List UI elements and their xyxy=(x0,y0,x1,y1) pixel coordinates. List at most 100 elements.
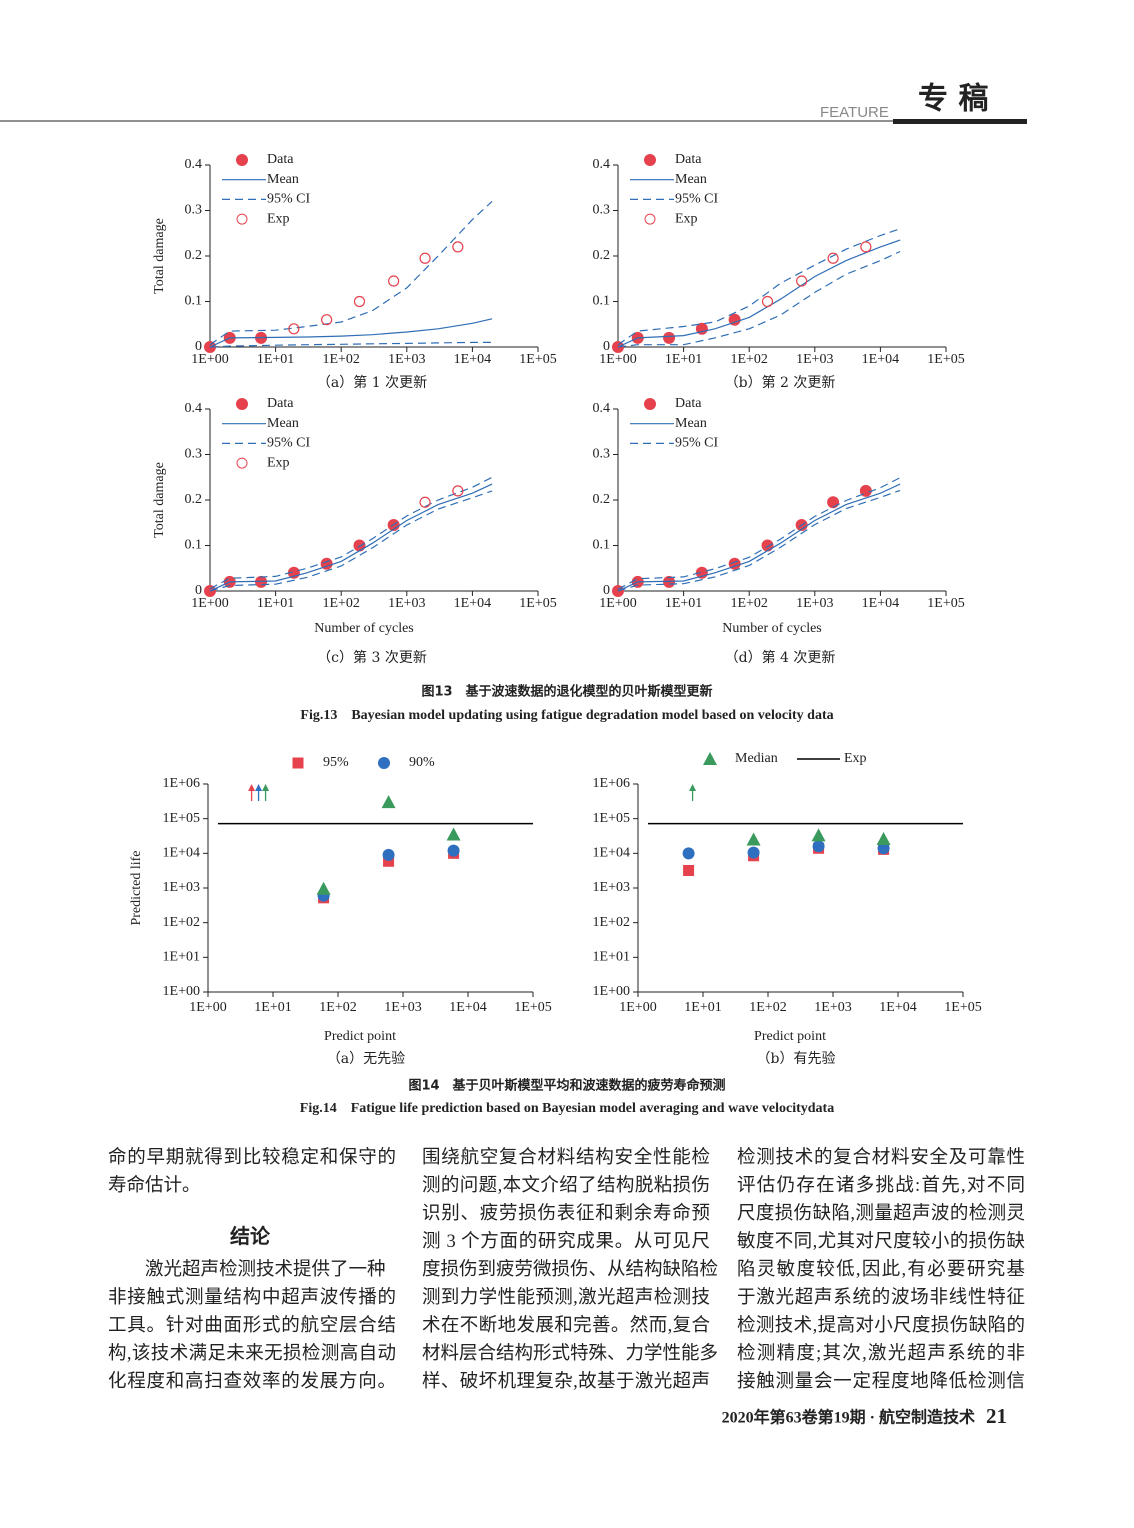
exp-point xyxy=(419,252,431,264)
x-tick-label: 1E+01 xyxy=(665,596,702,611)
x-tick-label: 1E+03 xyxy=(796,596,833,611)
legend-label: 95% xyxy=(323,755,349,770)
x-tick-label: 1E+03 xyxy=(384,1000,421,1015)
legend-marker xyxy=(644,213,656,225)
caption-cn: 图13 基于波速数据的退化模型的贝叶斯模型更新 xyxy=(421,684,712,700)
x-tick-label: 1E+01 xyxy=(665,352,702,367)
ci-line xyxy=(209,341,493,348)
legend-label: Data xyxy=(267,396,294,411)
y-tick-label: 1E+02 xyxy=(593,915,630,930)
y-tick-label: 1E+04 xyxy=(593,846,630,861)
y-tick-label: 1E+00 xyxy=(163,984,200,999)
x-axis-label: Number of cycles xyxy=(722,621,822,636)
x-tick-label: 1E+00 xyxy=(191,352,228,367)
text-line: 检测技术的复合材料安全及可靠性 xyxy=(737,1148,1025,1168)
y-tick-label: 1E+01 xyxy=(593,950,630,965)
footer-issue: 2020年第63卷第19期 · 航空制造技术 xyxy=(722,1408,975,1427)
arrow-marker xyxy=(262,784,270,802)
x-tick-label: 1E+04 xyxy=(449,1000,486,1015)
y-tick-label: 0.1 xyxy=(185,538,203,553)
y-tick-label: 0 xyxy=(603,583,610,598)
arrow-marker xyxy=(689,784,697,802)
x-tick-label: 1E+00 xyxy=(619,1000,656,1015)
y-tick-label: 0.1 xyxy=(185,294,203,309)
exp-point xyxy=(796,275,808,287)
mean-line xyxy=(209,483,493,592)
text-line: 接触测量会一定程度地降低检测信 xyxy=(737,1372,1025,1392)
y-tick-label: 0.4 xyxy=(593,157,611,172)
subtitle: （a）无先验 xyxy=(327,1051,405,1067)
exp-point xyxy=(353,295,366,308)
y-axis-label: Total damage xyxy=(152,218,167,294)
x-tick-label: 1E+01 xyxy=(684,1000,721,1015)
marker-circle xyxy=(747,846,760,859)
marker-circle xyxy=(682,847,695,860)
ci-line xyxy=(209,476,493,590)
marker-triangle xyxy=(316,881,331,895)
y-tick-label: 1E+05 xyxy=(593,811,630,826)
y-tick-label: 0 xyxy=(603,339,610,354)
legend-label: 95% CI xyxy=(675,436,719,451)
x-tick-label: 1E+05 xyxy=(944,1000,981,1015)
legend-label: Mean xyxy=(267,172,299,187)
x-tick-label: 1E+05 xyxy=(927,596,964,611)
mean-line xyxy=(209,318,493,348)
arrow-head xyxy=(255,784,263,792)
x-tick-label: 1E+02 xyxy=(319,1000,356,1015)
subtitle: （c）第 3 次更新 xyxy=(317,649,427,666)
y-tick-label: 1E+03 xyxy=(163,880,200,895)
arrow-marker xyxy=(255,784,263,802)
caption-en: Fig.13 Bayesian model updating using fat… xyxy=(300,708,833,723)
x-tick-label: 1E+05 xyxy=(519,352,556,367)
y-tick-label: 0.4 xyxy=(593,401,611,416)
legend-label: Data xyxy=(267,152,294,167)
y-tick-label: 0.3 xyxy=(593,447,611,462)
x-axis-label: Number of cycles xyxy=(314,621,414,636)
y-tick-label: 0.1 xyxy=(593,538,611,553)
legend-marker xyxy=(236,457,248,469)
text-line: 化程度和高扫查效率的发展方向。 xyxy=(108,1372,396,1392)
x-tick-label: 1E+05 xyxy=(927,352,964,367)
text-line: 构,该技术满足未来无损检测高自动 xyxy=(108,1344,396,1364)
text-line: 陷灵敏度较低,因此,有必要研究基 xyxy=(737,1260,1025,1280)
ci-line xyxy=(617,250,901,348)
marker-circle xyxy=(382,848,395,861)
x-tick-label: 1E+00 xyxy=(599,352,636,367)
header-bar xyxy=(893,119,1027,124)
y-tick-label: 0.1 xyxy=(593,294,611,309)
legend-label: Exp xyxy=(267,211,290,226)
marker-circle xyxy=(877,842,890,855)
exp-point xyxy=(860,241,872,253)
ci-line xyxy=(209,490,493,592)
mean-line xyxy=(617,239,901,348)
text-line: 评估仍存在诸多挑战:首先,对不同 xyxy=(737,1176,1025,1196)
text-line: 围绕航空复合材料结构安全性能检 xyxy=(422,1148,710,1168)
y-axis-label: Predicted life xyxy=(129,850,144,925)
exp-point xyxy=(761,295,774,308)
text-line: 尺度损伤缺陷,测量超声波的检测灵 xyxy=(737,1204,1025,1224)
text-line: 敏度不同,尤其对尺度较小的损伤缺 xyxy=(737,1232,1025,1252)
exp-point xyxy=(452,241,464,253)
data-point xyxy=(663,331,676,344)
legend-label: Data xyxy=(675,152,702,167)
x-tick-label: 1E+02 xyxy=(749,1000,786,1015)
subtitle: （a）第 1 次更新 xyxy=(317,374,427,391)
legend-marker xyxy=(236,154,248,166)
x-tick-label: 1E+04 xyxy=(879,1000,916,1015)
subtitle: （d）第 4 次更新 xyxy=(725,649,836,666)
x-tick-label: 1E+05 xyxy=(519,596,556,611)
data-point xyxy=(663,575,676,588)
x-axis-label: Predict point xyxy=(754,1029,826,1044)
exp-point xyxy=(452,485,464,497)
x-axis-label: Predict point xyxy=(324,1029,396,1044)
marker-triangle xyxy=(381,795,396,809)
text-line: 激光超声检测技术提供了一种 xyxy=(145,1260,386,1280)
ci-line xyxy=(617,489,901,592)
x-tick-label: 1E+03 xyxy=(388,352,425,367)
legend-marker xyxy=(292,757,304,769)
y-tick-label: 0.2 xyxy=(185,248,203,263)
y-tick-label: 1E+00 xyxy=(593,984,630,999)
text-line: 检测技术,提高对小尺度损伤缺陷的 xyxy=(737,1316,1025,1336)
y-tick-label: 1E+02 xyxy=(163,915,200,930)
exp-point xyxy=(419,496,431,508)
